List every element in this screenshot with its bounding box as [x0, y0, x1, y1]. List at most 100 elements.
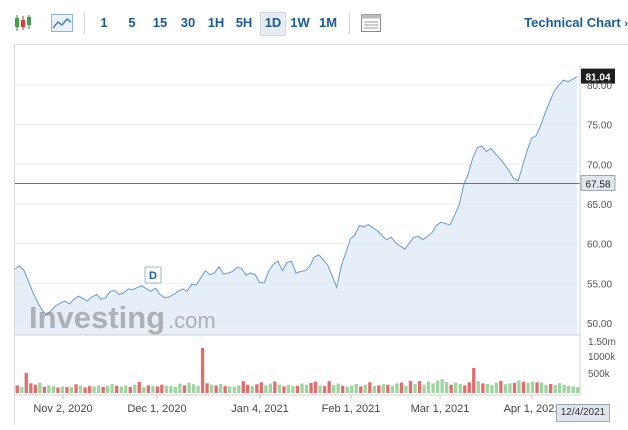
interval-1h[interactable]: 1H	[207, 15, 225, 30]
volume-bar	[350, 385, 354, 393]
price-tick-label: 55.00	[587, 279, 612, 290]
volume-bar	[544, 385, 548, 393]
volume-bar	[476, 381, 480, 393]
chart-toolbar: 1 5 15 30 1H 5H 1D 1W 1M Technical Chart…	[0, 0, 628, 44]
hover-date-label: 12/4/2021	[556, 404, 610, 422]
volume-bar	[372, 386, 376, 393]
volume-bar	[571, 386, 575, 393]
volume-bar	[549, 384, 553, 393]
crosshair-price-label: 67.58	[585, 179, 610, 190]
volume-bar	[512, 382, 517, 393]
volume-bar	[408, 380, 413, 393]
volume-bar	[56, 387, 60, 393]
volume-bar	[200, 347, 205, 393]
volume-bar	[313, 381, 318, 393]
chart-area[interactable]: Investing .com D 67.58 81.04 50.00 55.00 60…	[14, 44, 628, 425]
volume-bar	[264, 385, 268, 393]
volume-bar	[246, 384, 250, 393]
volume-bar	[115, 385, 119, 393]
volume-bar	[530, 381, 535, 393]
volume-bar	[395, 383, 399, 393]
volume-bar	[521, 381, 526, 393]
interval-5[interactable]: 5	[128, 15, 136, 30]
volume-bar	[219, 384, 223, 393]
volume-bar	[481, 383, 485, 393]
candlestick-icon[interactable]	[8, 10, 38, 36]
volume-bar	[490, 385, 494, 393]
volume-bar	[173, 386, 178, 393]
price-tick-label: 70.00	[587, 160, 612, 171]
time-tick-label: Dec 1, 2020	[127, 403, 186, 415]
volume-bar	[300, 383, 304, 393]
volume-bar	[454, 382, 458, 393]
volume-bar	[390, 386, 395, 393]
volume-bar	[377, 385, 381, 393]
volume-bar	[458, 384, 462, 393]
interval-1w[interactable]: 1W	[290, 15, 310, 30]
volume-bar	[332, 385, 336, 393]
area-chart-icon[interactable]	[47, 10, 77, 36]
volume-bar	[210, 384, 214, 393]
volume-bar	[273, 381, 277, 393]
volume-bar	[187, 382, 191, 393]
volume-bar	[472, 368, 476, 393]
technical-chart-link[interactable]: Technical Chart ›	[524, 12, 628, 35]
interval-5h[interactable]: 5H	[235, 15, 253, 30]
volume-tick-label: 500k	[588, 369, 611, 380]
volume-bar	[562, 384, 566, 393]
volume-bar	[336, 383, 340, 393]
interval-1m[interactable]: 1M	[318, 15, 338, 30]
volume-bar	[119, 386, 123, 393]
interval-1d[interactable]: 1D	[260, 12, 286, 36]
price-tick-label: 75.00	[587, 121, 612, 132]
volume-bar	[223, 386, 227, 393]
volume-bar	[15, 385, 19, 393]
interval-1[interactable]: 1	[100, 15, 108, 30]
volume-bar	[553, 385, 557, 393]
price-area-fill	[15, 76, 577, 335]
volume-bar	[151, 386, 155, 393]
volume-bar	[214, 385, 218, 393]
time-tick-label: Nov 2, 2020	[33, 403, 92, 415]
volume-bar	[38, 382, 42, 393]
volume-bar	[309, 382, 313, 393]
volume-bar	[431, 383, 435, 393]
interval-30[interactable]: 30	[180, 15, 196, 30]
volume-bar	[42, 386, 46, 393]
volume-bar	[133, 384, 137, 393]
dividend-marker[interactable]: D	[144, 266, 162, 284]
price-chart: Investing .com D 67.58 81.04 50.00 55.00 60…	[14, 65, 616, 415]
table-icon[interactable]	[356, 10, 386, 36]
time-tick-label: Mar 1, 2021	[411, 403, 470, 415]
volume-bar	[24, 372, 28, 393]
volume-bar	[268, 383, 272, 393]
volume-bar	[404, 385, 408, 393]
volume-bar	[286, 385, 291, 393]
volume-bar	[191, 384, 196, 393]
volume-bar	[381, 384, 385, 393]
volume-bar	[526, 382, 530, 393]
volume-bar	[539, 382, 544, 393]
volume-bar	[359, 386, 363, 393]
volume-bar	[255, 384, 259, 393]
volume-bar	[51, 386, 56, 393]
price-series-line	[14, 76, 578, 316]
volume-bar	[558, 383, 562, 393]
volume-bar	[60, 386, 65, 393]
volume-bar	[503, 384, 508, 393]
marker-letter: D	[149, 270, 157, 282]
volume-bar	[485, 384, 489, 393]
volume-bar	[169, 386, 173, 393]
last-price-box	[581, 68, 615, 84]
volume-bar	[164, 385, 169, 393]
volume-bar	[363, 384, 367, 393]
volume-bar	[282, 386, 286, 393]
interval-15[interactable]: 15	[152, 15, 168, 30]
volume-bar	[65, 387, 69, 393]
volume-bar	[241, 381, 245, 393]
watermark-text: Investing	[29, 300, 165, 335]
volume-bar	[228, 386, 232, 393]
volume-bar	[205, 383, 209, 393]
volume-bar	[463, 385, 467, 393]
volume-bar	[436, 380, 440, 393]
